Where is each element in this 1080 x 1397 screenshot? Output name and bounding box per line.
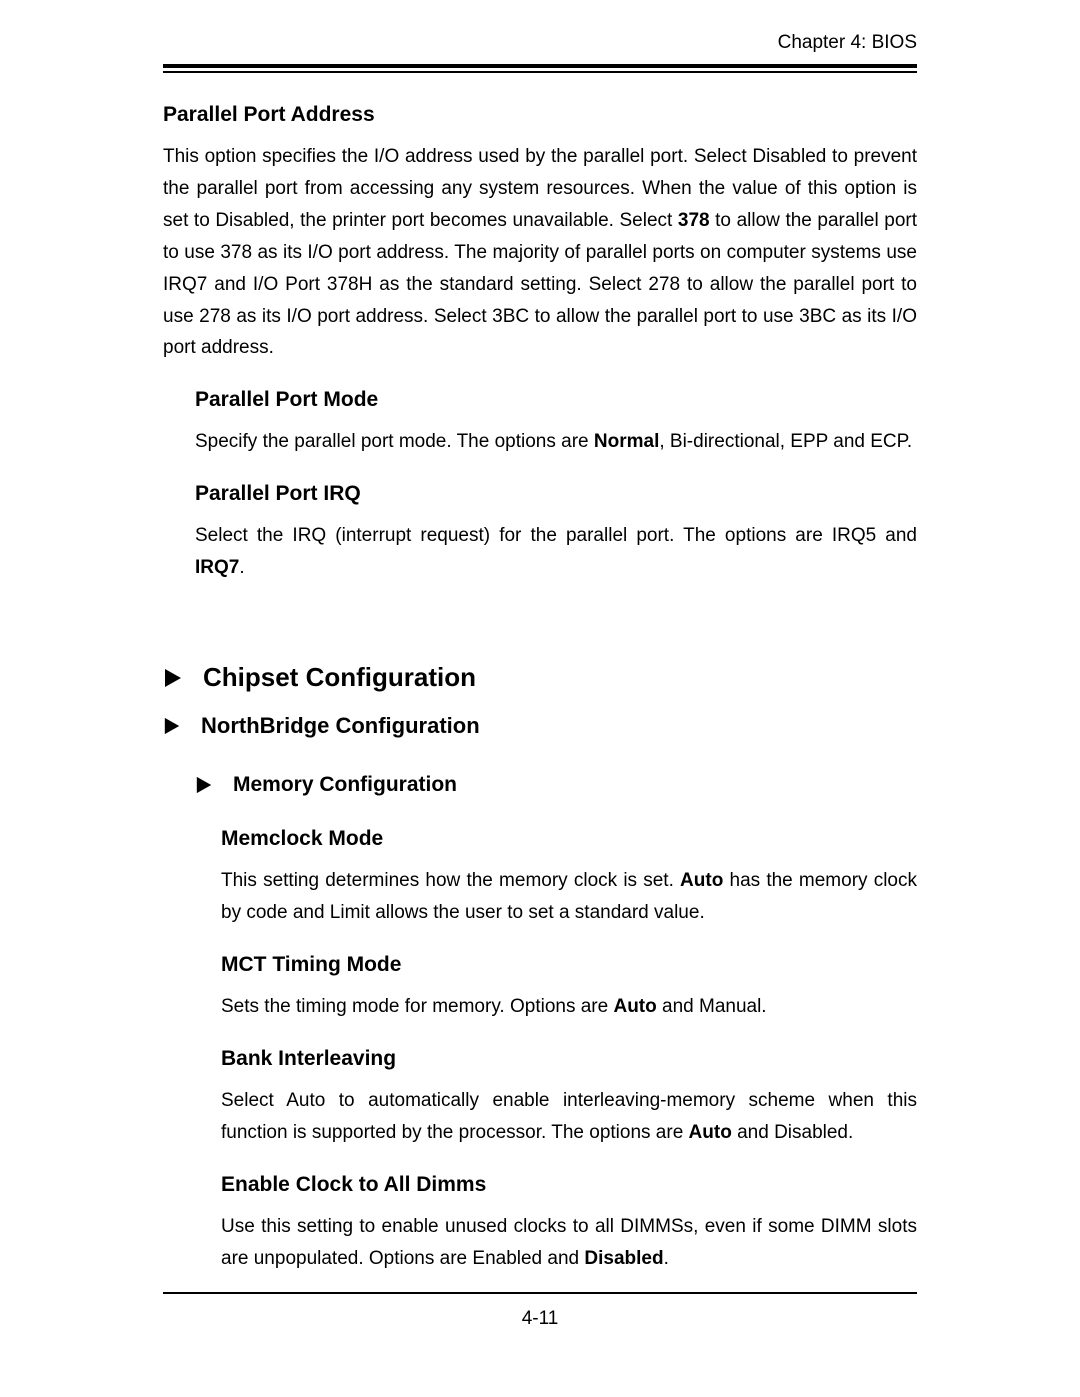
text: Sets the timing mode for memory. Options… bbox=[221, 996, 613, 1017]
heading-northbridge-configuration: NorthBridge Configuration bbox=[163, 713, 917, 739]
document-page: Chapter 4: BIOS Parallel Port Address Th… bbox=[0, 0, 1080, 1397]
paragraph: Use this setting to enable unused clocks… bbox=[221, 1211, 917, 1275]
section-enable-clock-all-dimms: Enable Clock to All Dimms Use this setti… bbox=[163, 1173, 917, 1275]
text: . bbox=[664, 1248, 669, 1269]
page-number: 4-11 bbox=[163, 1294, 917, 1330]
text: Select the IRQ (interrupt request) for t… bbox=[195, 525, 917, 546]
chapter-header: Chapter 4: BIOS bbox=[163, 0, 917, 64]
heading-memory-configuration: Memory Configuration bbox=[163, 773, 917, 797]
section-parallel-port-mode: Parallel Port Mode Specify the parallel … bbox=[163, 388, 917, 458]
paragraph: Select Auto to automatically enable inte… bbox=[221, 1085, 917, 1149]
heading-chipset-configuration: Chipset Configuration bbox=[163, 662, 917, 693]
bold-text: Auto bbox=[689, 1122, 732, 1143]
heading-enable-clock-all-dimms: Enable Clock to All Dimms bbox=[221, 1173, 917, 1197]
section-bank-interleaving: Bank Interleaving Select Auto to automat… bbox=[163, 1047, 917, 1149]
bold-text: Auto bbox=[680, 870, 723, 891]
heading-mct-timing-mode: MCT Timing Mode bbox=[221, 953, 917, 977]
bold-text: Disabled bbox=[584, 1248, 663, 1269]
text: and Manual. bbox=[657, 996, 767, 1017]
section-mct-timing-mode: MCT Timing Mode Sets the timing mode for… bbox=[163, 953, 917, 1023]
text: . bbox=[239, 557, 244, 578]
right-arrow-icon bbox=[163, 717, 181, 735]
heading-text: Memory Configuration bbox=[233, 773, 457, 797]
bold-text: IRQ7 bbox=[195, 557, 239, 578]
text: Specify the parallel port mode. The opti… bbox=[195, 431, 594, 452]
paragraph: Select the IRQ (interrupt request) for t… bbox=[195, 520, 917, 584]
heading-parallel-port-address: Parallel Port Address bbox=[163, 103, 917, 127]
text: Use this setting to enable unused clocks… bbox=[221, 1216, 917, 1269]
text: to allow the parallel port to use 378 as… bbox=[163, 210, 917, 359]
paragraph: This option specifies the I/O address us… bbox=[163, 141, 917, 364]
heading-parallel-port-irq: Parallel Port IRQ bbox=[195, 482, 917, 506]
paragraph: Specify the parallel port mode. The opti… bbox=[195, 426, 917, 458]
header-rule bbox=[163, 64, 917, 73]
right-arrow-icon bbox=[195, 776, 213, 794]
bold-text: Auto bbox=[613, 996, 656, 1017]
heading-parallel-port-mode: Parallel Port Mode bbox=[195, 388, 917, 412]
paragraph: Sets the timing mode for memory. Options… bbox=[221, 991, 917, 1023]
bold-text: Normal bbox=[594, 431, 659, 452]
right-arrow-icon bbox=[163, 668, 183, 688]
text: and Disabled. bbox=[732, 1122, 853, 1143]
heading-text: Chipset Configuration bbox=[203, 662, 476, 693]
section-parallel-port-address: Parallel Port Address This option specif… bbox=[163, 103, 917, 364]
heading-bank-interleaving: Bank Interleaving bbox=[221, 1047, 917, 1071]
bold-text: 378 bbox=[678, 210, 710, 231]
section-memclock-mode: Memclock Mode This setting determines ho… bbox=[163, 827, 917, 929]
text: , Bi-directional, EPP and ECP. bbox=[659, 431, 912, 452]
page-content: Parallel Port Address This option specif… bbox=[163, 73, 917, 1274]
text: This setting determines how the memory c… bbox=[221, 870, 680, 891]
heading-text: NorthBridge Configuration bbox=[201, 713, 480, 739]
section-parallel-port-irq: Parallel Port IRQ Select the IRQ (interr… bbox=[163, 482, 917, 584]
heading-memclock-mode: Memclock Mode bbox=[221, 827, 917, 851]
paragraph: This setting determines how the memory c… bbox=[221, 865, 917, 929]
